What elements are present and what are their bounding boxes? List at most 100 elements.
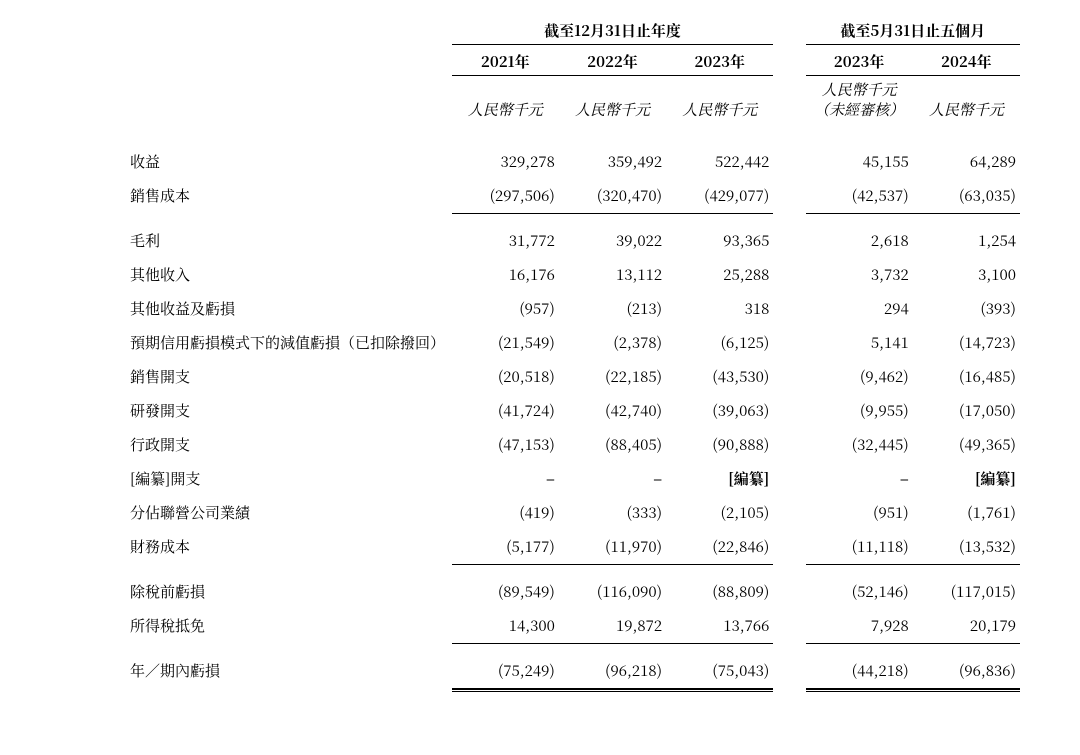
row-value: (42,537) <box>806 179 913 214</box>
row-label: 行政開支 <box>130 428 452 462</box>
row-value: (88,809) <box>666 575 773 609</box>
row-label: 年／期內虧損 <box>130 654 452 689</box>
row-value: (9,955) <box>806 394 913 428</box>
row-value: [編纂] <box>666 462 773 496</box>
row-value: 16,176 <box>452 258 559 292</box>
table-row: 所得稅抵免14,30019,87213,7667,92820,179 <box>130 609 1020 644</box>
row-value: 294 <box>806 292 913 326</box>
row-value: (2,378) <box>559 326 666 360</box>
row-value: 45,155 <box>806 145 913 179</box>
row-value: (419) <box>452 496 559 530</box>
row-value: 359,492 <box>559 145 666 179</box>
table-row: 收益329,278359,492522,44245,15564,289 <box>130 145 1020 179</box>
table-row: 行政開支(47,153)(88,405)(90,888)(32,445)(49,… <box>130 428 1020 462</box>
row-label: 其他收益及虧損 <box>130 292 452 326</box>
row-value: (89,549) <box>452 575 559 609</box>
row-value: (96,218) <box>559 654 666 689</box>
row-value: 13,112 <box>559 258 666 292</box>
row-value: (22,185) <box>559 360 666 394</box>
table-row: [編纂]開支––[編纂]–[編纂] <box>130 462 1020 496</box>
row-value: 13,766 <box>666 609 773 644</box>
header-year-3: 2023年 <box>666 45 773 76</box>
row-value: 5,141 <box>806 326 913 360</box>
row-label: 財務成本 <box>130 530 452 565</box>
header-unit-4: 人民幣千元 （未經審核） <box>806 76 913 121</box>
row-value: (320,470) <box>559 179 666 214</box>
row-value: (75,249) <box>452 654 559 689</box>
row-value: (39,063) <box>666 394 773 428</box>
row-value: (13,532) <box>913 530 1020 565</box>
header-unit-5: 人民幣千元 <box>913 76 1020 121</box>
row-label: 預期信用虧損模式下的減值虧損（已扣除撥回） <box>130 326 452 360</box>
row-value: 7,928 <box>806 609 913 644</box>
table-row: 預期信用虧損模式下的減值虧損（已扣除撥回）(21,549)(2,378)(6,1… <box>130 326 1020 360</box>
row-value: 39,022 <box>559 224 666 258</box>
row-value: – <box>452 462 559 496</box>
row-value: (22,846) <box>666 530 773 565</box>
header-group-row: 截至12月31日止年度 截至5月31日止五個月 <box>130 20 1020 45</box>
table-row: 財務成本(5,177)(11,970)(22,846) (11,118)(13,5… <box>130 530 1020 565</box>
header-year-row: 2021年 2022年 2023年 2023年 2024年 <box>130 45 1020 76</box>
row-value: 31,772 <box>452 224 559 258</box>
row-label: 銷售開支 <box>130 360 452 394</box>
row-value: (393) <box>913 292 1020 326</box>
row-value: (32,445) <box>806 428 913 462</box>
row-value: (429,077) <box>666 179 773 214</box>
row-label: [編纂]開支 <box>130 462 452 496</box>
row-value: (96,836) <box>913 654 1020 689</box>
row-value: 1,254 <box>913 224 1020 258</box>
table-row: 研發開支(41,724)(42,740)(39,063)(9,955)(17,0… <box>130 394 1020 428</box>
table-row: 分佔聯營公司業績(419)(333)(2,105)(951)(1,761) <box>130 496 1020 530</box>
row-value: (5,177) <box>452 530 559 565</box>
row-value: 3,732 <box>806 258 913 292</box>
header-year-5: 2024年 <box>913 45 1020 76</box>
row-label: 除稅前虧損 <box>130 575 452 609</box>
row-value: – <box>806 462 913 496</box>
row-value: (11,118) <box>806 530 913 565</box>
row-label: 研發開支 <box>130 394 452 428</box>
row-label: 收益 <box>130 145 452 179</box>
row-label: 分佔聯營公司業績 <box>130 496 452 530</box>
row-value: (9,462) <box>806 360 913 394</box>
row-value: (957) <box>452 292 559 326</box>
row-label: 所得稅抵免 <box>130 609 452 644</box>
row-value: (88,405) <box>559 428 666 462</box>
row-value: 25,288 <box>666 258 773 292</box>
header-unit-2: 人民幣千元 <box>559 76 666 121</box>
header-unit-1: 人民幣千元 <box>452 76 559 121</box>
row-value: (11,970) <box>559 530 666 565</box>
table-row: 除稅前虧損(89,549)(116,090)(88,809)(52,146)(1… <box>130 575 1020 609</box>
row-value: (951) <box>806 496 913 530</box>
row-label: 其他收入 <box>130 258 452 292</box>
row-label: 銷售成本 <box>130 179 452 214</box>
row-value: (6,125) <box>666 326 773 360</box>
row-value: (20,518) <box>452 360 559 394</box>
row-value: (17,050) <box>913 394 1020 428</box>
row-value: (117,015) <box>913 575 1020 609</box>
row-value: – <box>559 462 666 496</box>
row-value: (41,724) <box>452 394 559 428</box>
financial-table: 截至12月31日止年度 截至5月31日止五個月 2021年 2022年 2023… <box>130 20 1020 689</box>
row-value: (116,090) <box>559 575 666 609</box>
row-value: (21,549) <box>452 326 559 360</box>
row-value: (49,365) <box>913 428 1020 462</box>
table-row: 年／期內虧損(75,249)(96,218)(75,043)(44,218)(9… <box>130 654 1020 689</box>
row-value: 20,179 <box>913 609 1020 644</box>
table-row: 銷售成本(297,506)(320,470)(429,077)(42,537)(… <box>130 179 1020 214</box>
row-value: 522,442 <box>666 145 773 179</box>
header-year-4: 2023年 <box>806 45 913 76</box>
row-value: (2,105) <box>666 496 773 530</box>
header-unit-row: 人民幣千元 人民幣千元 人民幣千元 人民幣千元 （未經審核） 人民幣千元 <box>130 76 1020 121</box>
row-value: (14,723) <box>913 326 1020 360</box>
row-value: (43,530) <box>666 360 773 394</box>
row-value: 19,872 <box>559 609 666 644</box>
row-label: 毛利 <box>130 224 452 258</box>
row-value: [編纂] <box>913 462 1020 496</box>
row-value: 2,618 <box>806 224 913 258</box>
table-row: 其他收入16,17613,11225,2883,7323,100 <box>130 258 1020 292</box>
header-year-1: 2021年 <box>452 45 559 76</box>
row-value: (90,888) <box>666 428 773 462</box>
row-value: (63,035) <box>913 179 1020 214</box>
table-row: 銷售開支(20,518)(22,185)(43,530) (9,462)(16,4… <box>130 360 1020 394</box>
row-value: (16,485) <box>913 360 1020 394</box>
